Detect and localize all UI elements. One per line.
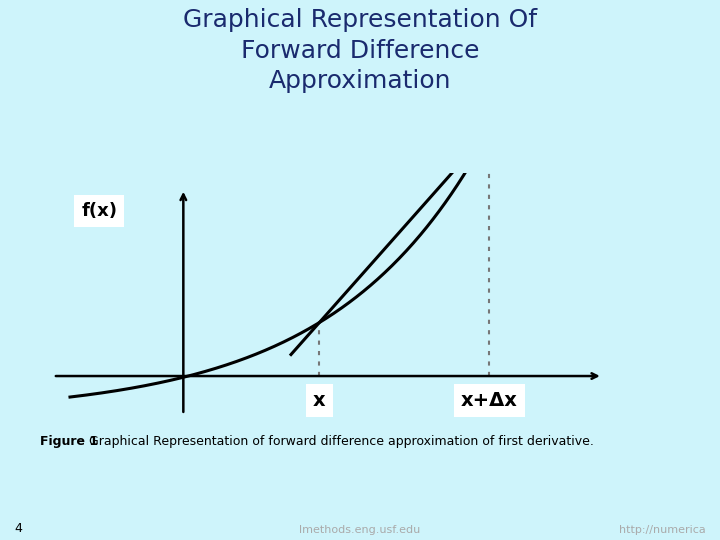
Text: http://numerica: http://numerica: [619, 524, 706, 535]
Text: Graphical Representation of forward difference approximation of first derivative: Graphical Representation of forward diff…: [89, 435, 593, 448]
Text: f(x): f(x): [81, 202, 117, 220]
Text: 4: 4: [14, 522, 22, 535]
Text: x+Δx: x+Δx: [461, 390, 518, 409]
Text: x: x: [313, 390, 325, 409]
Text: Graphical Representation Of
Forward Difference
Approximation: Graphical Representation Of Forward Diff…: [183, 8, 537, 93]
Text: lmethods.eng.usf.edu: lmethods.eng.usf.edu: [300, 524, 420, 535]
Text: Figure 1: Figure 1: [40, 435, 102, 448]
